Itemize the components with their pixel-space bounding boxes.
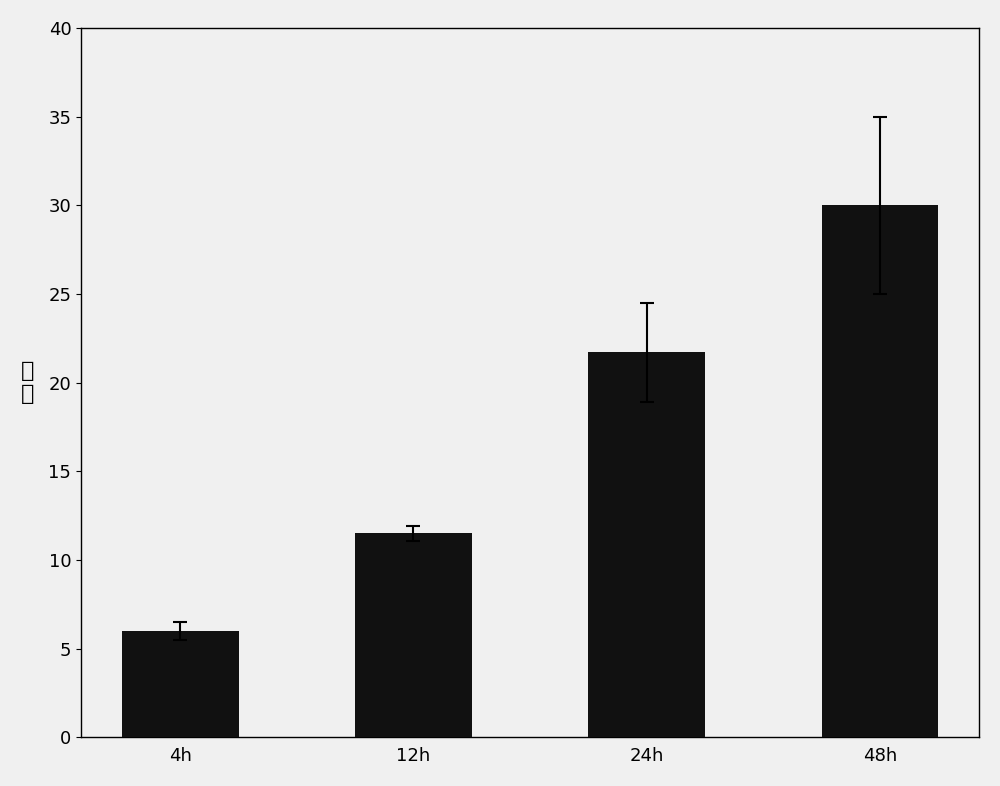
Bar — [355, 534, 472, 737]
Bar — [122, 631, 239, 737]
Bar — [588, 352, 705, 737]
Y-axis label: 倍
数: 倍 数 — [21, 361, 34, 404]
Bar — [822, 205, 938, 737]
